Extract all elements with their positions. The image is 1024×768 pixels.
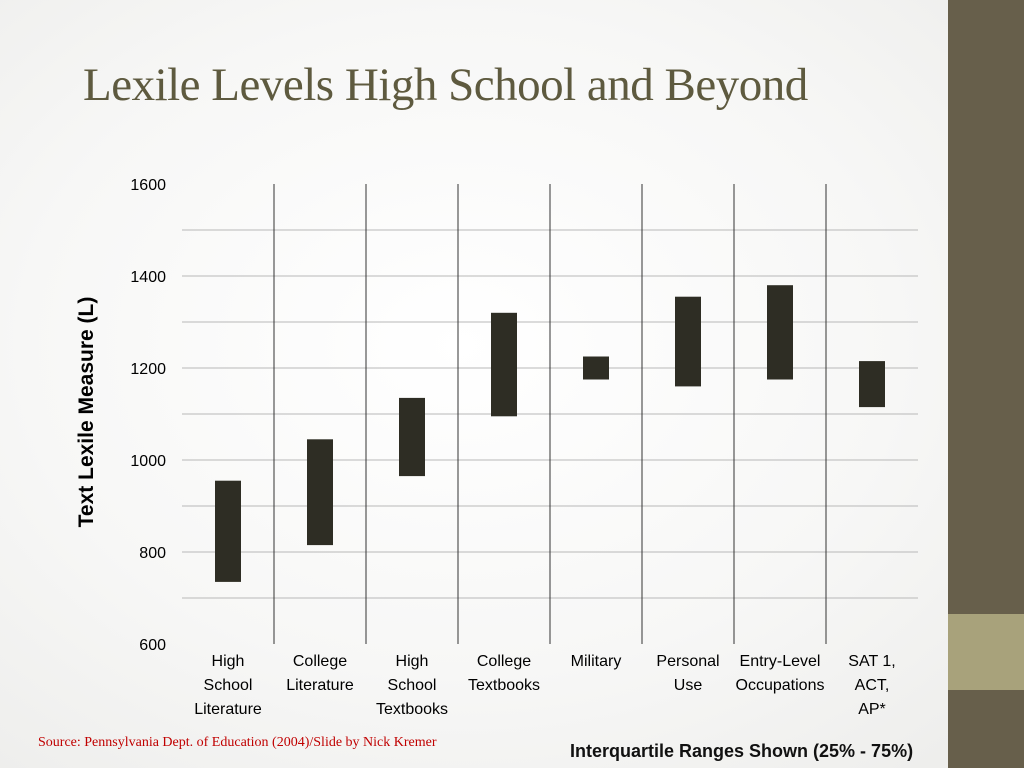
category-label: SAT 1, ACT, AP*: [848, 653, 895, 718]
range-bars: [215, 285, 885, 582]
slide-title: Lexile Levels High School and Beyond: [83, 59, 808, 111]
range-bar: [859, 361, 885, 408]
range-bar: [491, 312, 517, 417]
range-bar: [675, 296, 701, 387]
category-labels: High School Literature College Literature Hig…: [194, 653, 896, 718]
category-label: High School Literature: [194, 653, 262, 718]
y-axis-label: Text Lexile Measure (L): [75, 297, 98, 528]
lexile-range-chart: 600 800 1000 1200 1400 1600 High School Literat…: [75, 177, 918, 718]
y-tick-label: 1400: [130, 269, 166, 286]
y-tick-label: 1200: [130, 361, 166, 378]
interquartile-note: Interquartile Ranges Shown (25% - 75%): [570, 741, 914, 761]
range-bar: [767, 285, 793, 380]
sidebar-accent-block: [948, 614, 1024, 690]
category-label: Military: [571, 653, 622, 670]
y-tick-label: 1000: [130, 453, 166, 470]
y-tick-labels: 600 800 1000 1200 1400 1600: [130, 177, 166, 654]
source-citation: Source: Pennsylvania Dept. of Education …: [38, 735, 437, 750]
y-tick-label: 600: [139, 637, 166, 654]
range-bar: [215, 480, 241, 582]
y-tick-label: 800: [139, 545, 166, 562]
category-label: College Textbooks: [468, 653, 540, 694]
category-label: Entry-Level Occupations: [736, 653, 825, 694]
range-bar: [583, 356, 609, 380]
category-label: College Literature: [286, 653, 354, 694]
range-bar: [307, 439, 333, 546]
category-label: Personal Use: [656, 653, 719, 694]
category-label: High School Textbooks: [376, 653, 448, 718]
range-bar: [399, 397, 425, 477]
y-tick-label: 1600: [130, 177, 166, 194]
category-dividers: [273, 184, 827, 644]
